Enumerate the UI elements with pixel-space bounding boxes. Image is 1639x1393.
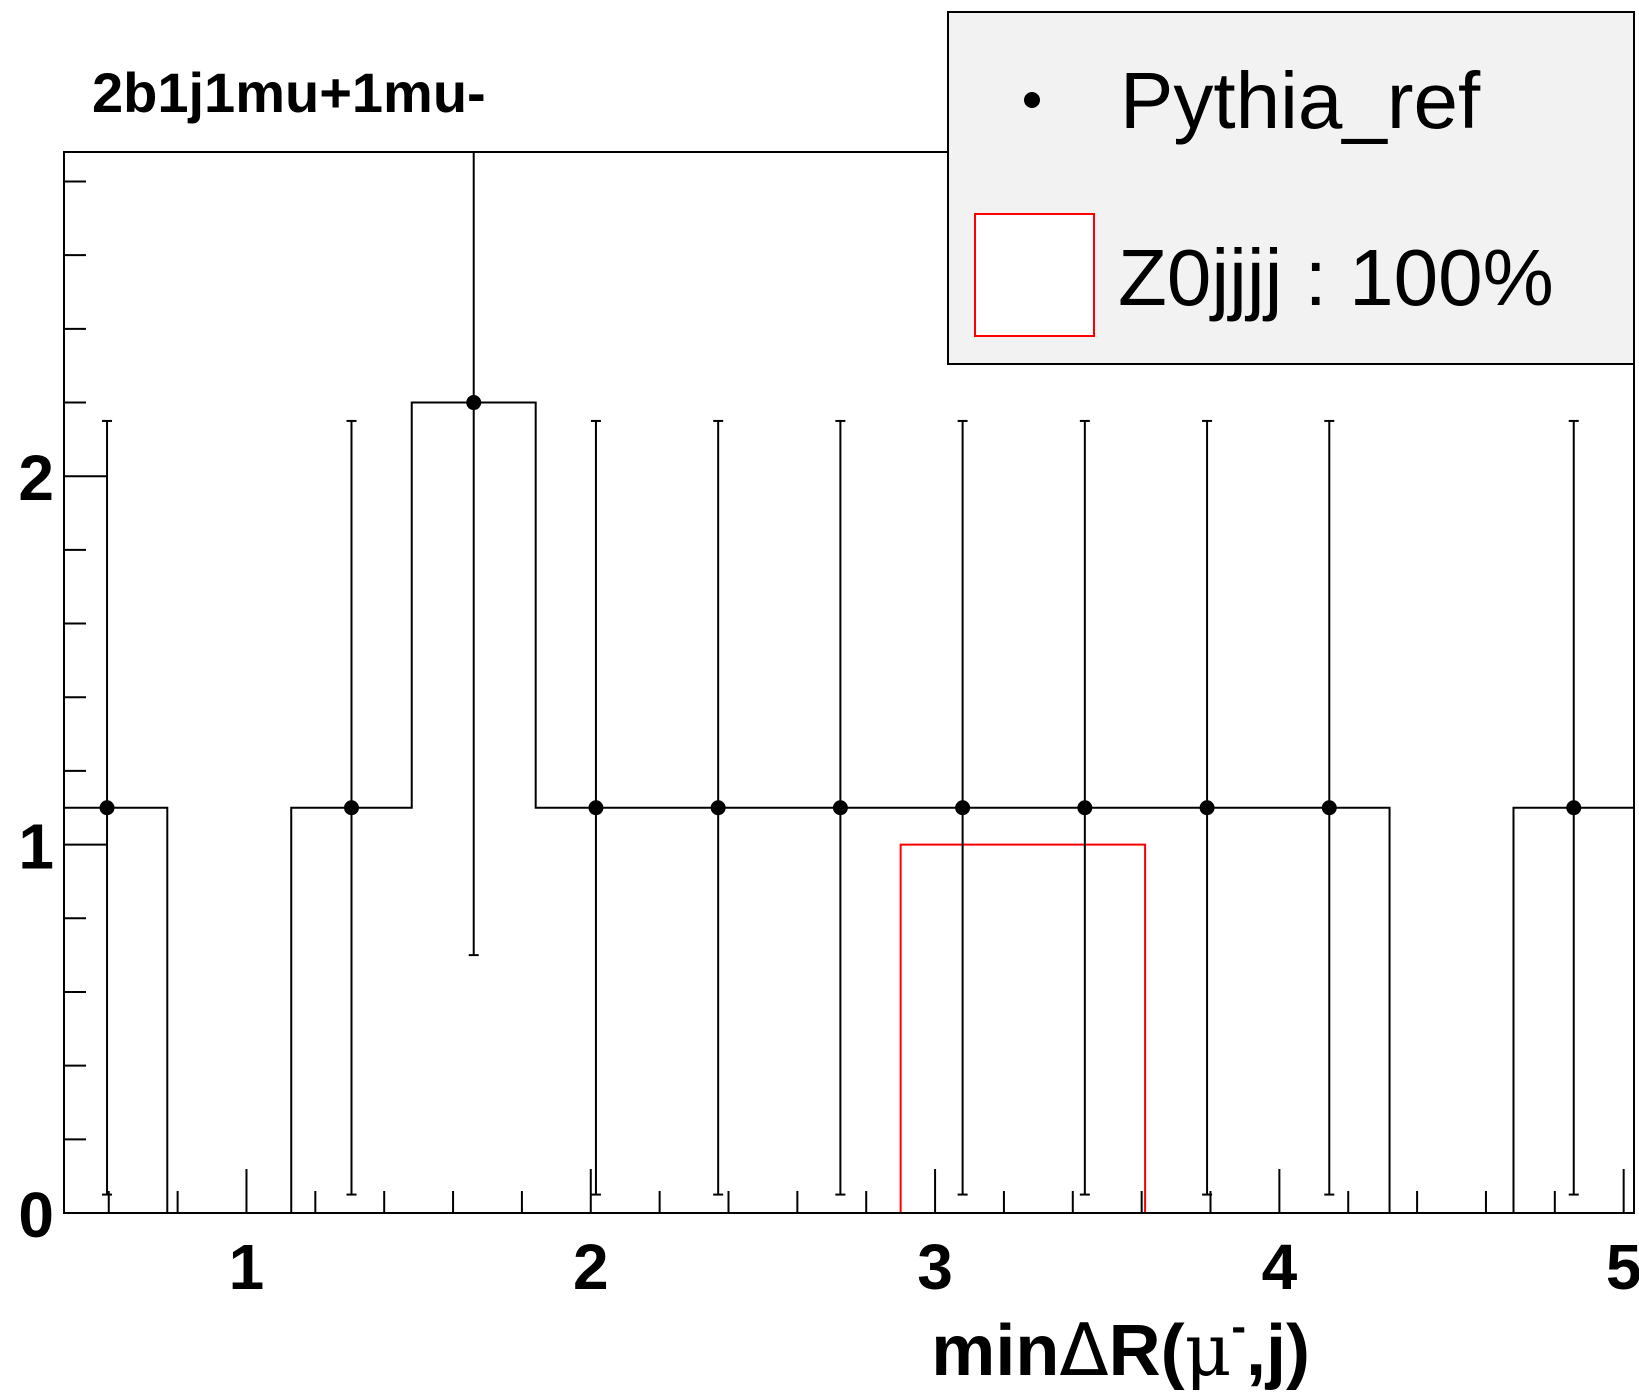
x-title-delta: Δ <box>1059 1308 1108 1392</box>
x-tick-label: 5 <box>1606 1231 1639 1303</box>
tick-labels: 1 2 3 4 5 0 1 2 <box>18 442 1639 1303</box>
z0jjjj-histogram-line <box>64 843 1634 1214</box>
pythia-histogram-line <box>63 401 1635 1214</box>
legend: Pythia_ref Z0jjjj : 100% <box>947 11 1635 365</box>
pythia-data-point <box>1321 800 1337 816</box>
pythia-data-point <box>832 800 848 816</box>
x-tick-label: 2 <box>573 1231 609 1303</box>
legend-marker-pythia <box>1024 92 1040 108</box>
x-title-min: min <box>931 1311 1059 1391</box>
x-axis-title: minΔR(μ-,j) <box>931 1302 1310 1392</box>
pythia-data-point <box>99 800 115 816</box>
legend-label-pythia: Pythia_ref <box>1120 56 1481 145</box>
plot-frame <box>63 151 1635 1214</box>
pythia-data-point <box>466 395 482 411</box>
legend-label-z0jjjj: Z0jjjj : 100% <box>1118 233 1554 322</box>
pythia-data-point <box>343 800 359 816</box>
x-title-r: R( <box>1109 1311 1185 1391</box>
x-title-mu: μ <box>1185 1308 1232 1392</box>
pythia-data-point <box>1199 800 1215 816</box>
pythia-data-point <box>588 800 604 816</box>
pythia-data-point <box>955 800 971 816</box>
x-title-j: ,j) <box>1246 1311 1310 1391</box>
legend-marker-z0jjjj <box>974 213 1095 337</box>
pythia-data-point <box>1566 800 1582 816</box>
chart-title: 2b1j1mu+1mu- <box>92 61 486 124</box>
x-title-sup: - <box>1231 1302 1246 1351</box>
y-tick-label: 2 <box>18 442 54 514</box>
x-tick-label: 1 <box>229 1231 265 1303</box>
pythia-data-point <box>710 800 726 816</box>
y-tick-label: 1 <box>18 811 54 883</box>
x-tick-label: 3 <box>917 1231 953 1303</box>
axes-ticks <box>64 180 1625 1214</box>
legend-box <box>947 11 1635 365</box>
pythia-data-point <box>1077 800 1093 816</box>
x-tick-label: 4 <box>1262 1231 1298 1303</box>
y-tick-label: 0 <box>18 1179 54 1251</box>
